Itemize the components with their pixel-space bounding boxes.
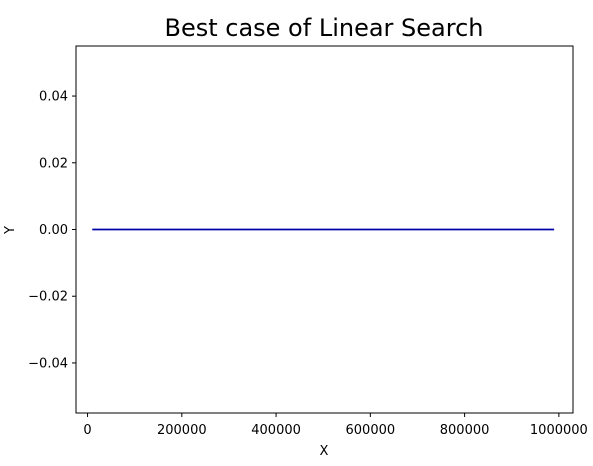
y-tick-label: 0.00: [39, 223, 68, 238]
y-axis: −0.04 −0.02 0.00 0.02 0.04: [28, 90, 76, 371]
y-tick-label: −0.04: [28, 356, 68, 371]
x-tick-label: 1000000: [530, 423, 588, 438]
x-tick-label: 0: [83, 423, 91, 438]
x-tick-label: 200000: [157, 423, 207, 438]
y-axis-label: Y: [3, 226, 18, 235]
x-tick-label: 400000: [251, 423, 301, 438]
x-tick-label: 600000: [346, 423, 396, 438]
x-tick-label: 800000: [440, 423, 490, 438]
y-tick-label: 0.02: [39, 156, 68, 171]
x-axis-label: X: [320, 444, 329, 459]
x-axis: 0 200000 400000 600000 800000 1000000: [83, 413, 588, 438]
chart-title: Best case of Linear Search: [164, 14, 483, 42]
y-tick-label: −0.02: [28, 290, 68, 305]
y-tick-label: 0.04: [39, 90, 68, 105]
